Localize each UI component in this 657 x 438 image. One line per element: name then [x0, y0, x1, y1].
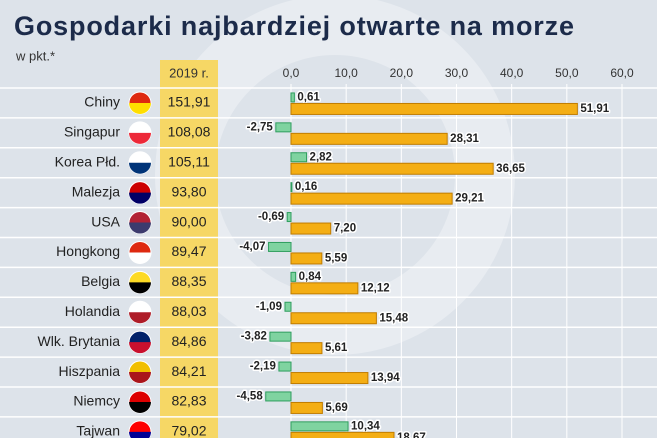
data-label: -0,69 [258, 211, 284, 223]
x-tick-label: 0,0 [283, 66, 300, 80]
column-value: 90,00 [171, 213, 206, 229]
data-label: 29,21 [455, 193, 484, 205]
bar [265, 391, 292, 402]
bar [290, 282, 359, 295]
bar [290, 132, 448, 145]
x-tick-label: 30,0 [445, 66, 469, 80]
data-label: -4,07 [239, 241, 265, 253]
data-label: 0,84 [299, 271, 322, 283]
data-label: 12,12 [361, 282, 390, 294]
category-label: Tajwan [76, 423, 120, 438]
chart-subtitle: w pkt.* [15, 48, 55, 63]
bar [290, 92, 295, 103]
data-label: 18,67 [397, 432, 426, 438]
flag [129, 192, 151, 204]
category-label: Malezja [72, 183, 120, 199]
bar [268, 241, 292, 252]
bar [269, 331, 292, 342]
category-label: Singapur [64, 124, 120, 140]
column-value: 88,03 [171, 303, 206, 319]
column-header: 2019 r. [169, 65, 209, 80]
bar [286, 212, 292, 223]
bar [290, 102, 578, 115]
bar [290, 401, 323, 414]
flag [129, 401, 151, 413]
column-value: 105,11 [168, 153, 210, 169]
x-tick-label: 40,0 [500, 66, 524, 80]
bar [290, 152, 308, 163]
bar [284, 301, 292, 312]
column-value: 88,35 [171, 273, 206, 289]
bar [275, 122, 292, 133]
bar [290, 271, 297, 282]
bar [290, 312, 377, 325]
data-label: 5,69 [325, 402, 347, 414]
data-label: -3,82 [241, 331, 267, 343]
bar [290, 372, 369, 385]
bar [290, 342, 323, 355]
category-label: Korea Płd. [55, 153, 120, 169]
data-label: 0,61 [297, 91, 320, 103]
data-label: -2,75 [247, 121, 274, 133]
x-tick-label: 50,0 [555, 66, 579, 80]
bar [278, 361, 292, 372]
flag [129, 162, 151, 174]
category-label: Wlk. Brytania [38, 333, 121, 349]
category-label: USA [91, 213, 120, 229]
category-label: Chiny [84, 94, 120, 110]
flag [129, 102, 151, 114]
column-band [160, 60, 218, 438]
flag [129, 342, 151, 354]
data-label: 15,48 [379, 312, 408, 324]
data-label: 51,91 [580, 103, 609, 115]
bar [290, 252, 323, 265]
data-label: 7,20 [334, 223, 356, 235]
column-value: 82,83 [171, 393, 206, 409]
bar [290, 182, 293, 193]
chart-title: Gospodarki najbardziej otwarte na morze [14, 11, 574, 41]
column-value: 108,08 [168, 124, 211, 140]
category-label: Hongkong [56, 243, 120, 259]
category-label: Niemcy [73, 393, 120, 409]
data-label: 2,82 [310, 151, 332, 163]
data-label: -1,09 [256, 301, 282, 313]
bar [290, 431, 395, 438]
flag [129, 372, 151, 384]
flag [129, 431, 151, 438]
data-label: 5,61 [325, 342, 348, 354]
bar [290, 222, 332, 235]
data-label: 28,31 [450, 133, 479, 145]
data-label: 10,34 [351, 420, 380, 432]
column-value: 84,21 [171, 363, 206, 379]
x-tick-label: 60,0 [610, 66, 634, 80]
data-label: 36,65 [496, 163, 525, 175]
category-label: Belgia [81, 273, 120, 289]
flag [129, 252, 151, 264]
category-label: Holandia [65, 303, 120, 319]
data-label: 5,59 [325, 252, 347, 264]
bar [290, 421, 349, 432]
bar [290, 192, 453, 205]
category-label: Hiszpania [59, 363, 121, 379]
column-value: 79,02 [171, 423, 206, 438]
x-tick-label: 20,0 [390, 66, 414, 80]
column-value: 151,91 [168, 94, 211, 110]
flag [129, 222, 151, 234]
column-value: 89,47 [171, 243, 206, 259]
column-value: 93,80 [171, 183, 206, 199]
data-label: 0,16 [295, 181, 317, 193]
data-label: 13,94 [371, 372, 400, 384]
flag [129, 132, 151, 144]
flag [129, 282, 151, 294]
flag [129, 312, 151, 324]
x-tick-label: 10,0 [334, 66, 358, 80]
column-value: 84,86 [171, 333, 206, 349]
data-label: -4,58 [237, 390, 264, 402]
bar [290, 162, 494, 175]
data-label: -2,19 [250, 361, 276, 373]
